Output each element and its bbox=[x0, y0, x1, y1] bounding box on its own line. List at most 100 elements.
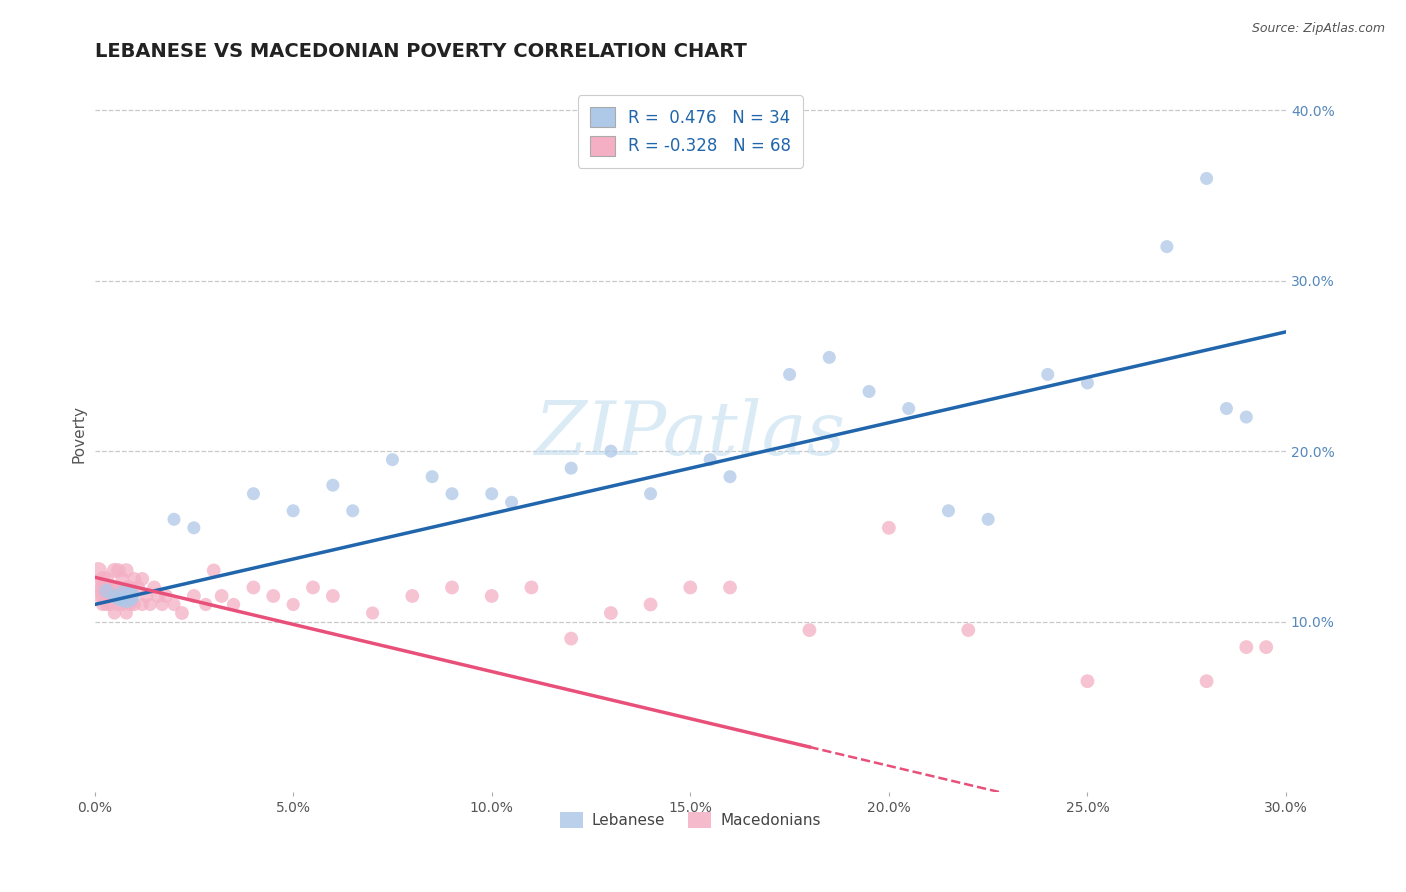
Point bbox=[1076, 376, 1098, 390]
Point bbox=[107, 581, 129, 595]
Point bbox=[143, 581, 166, 595]
Point bbox=[281, 598, 304, 612]
Point bbox=[103, 589, 125, 603]
Point bbox=[977, 512, 1000, 526]
Point bbox=[1156, 239, 1178, 253]
Point bbox=[96, 598, 118, 612]
Text: LEBANESE VS MACEDONIAN POVERTY CORRELATION CHART: LEBANESE VS MACEDONIAN POVERTY CORRELATI… bbox=[94, 42, 747, 61]
Point bbox=[103, 563, 125, 577]
Point bbox=[103, 589, 125, 603]
Point bbox=[120, 581, 142, 595]
Point bbox=[103, 581, 125, 595]
Point bbox=[640, 598, 662, 612]
Point bbox=[560, 632, 582, 646]
Point bbox=[96, 583, 118, 598]
Point bbox=[799, 623, 821, 637]
Point bbox=[957, 623, 980, 637]
Point bbox=[679, 581, 702, 595]
Point bbox=[211, 589, 233, 603]
Text: Source: ZipAtlas.com: Source: ZipAtlas.com bbox=[1251, 22, 1385, 36]
Point bbox=[718, 469, 741, 483]
Point bbox=[107, 563, 129, 577]
Point bbox=[96, 589, 118, 603]
Point bbox=[100, 589, 122, 603]
Point bbox=[115, 589, 138, 603]
Point bbox=[322, 589, 344, 603]
Point bbox=[1215, 401, 1237, 416]
Point bbox=[150, 598, 173, 612]
Point bbox=[877, 521, 900, 535]
Point bbox=[100, 598, 122, 612]
Point bbox=[501, 495, 523, 509]
Point bbox=[599, 444, 621, 458]
Point bbox=[858, 384, 880, 399]
Point bbox=[91, 572, 114, 586]
Point bbox=[818, 351, 841, 365]
Point bbox=[1195, 171, 1218, 186]
Point bbox=[420, 469, 443, 483]
Point bbox=[103, 606, 125, 620]
Point bbox=[115, 581, 138, 595]
Point bbox=[115, 563, 138, 577]
Point bbox=[96, 581, 118, 595]
Point bbox=[262, 589, 284, 603]
Point bbox=[520, 581, 543, 595]
Point bbox=[1234, 640, 1257, 654]
Y-axis label: Poverty: Poverty bbox=[72, 405, 86, 463]
Point bbox=[381, 452, 404, 467]
Point bbox=[560, 461, 582, 475]
Point bbox=[1256, 640, 1278, 654]
Point bbox=[361, 606, 384, 620]
Point bbox=[107, 598, 129, 612]
Point bbox=[124, 598, 146, 612]
Point bbox=[115, 606, 138, 620]
Legend: Lebanese, Macedonians: Lebanese, Macedonians bbox=[554, 806, 827, 834]
Point bbox=[124, 572, 146, 586]
Point bbox=[242, 487, 264, 501]
Point bbox=[120, 598, 142, 612]
Point bbox=[481, 589, 503, 603]
Point bbox=[100, 581, 122, 595]
Point bbox=[96, 572, 118, 586]
Point bbox=[779, 368, 801, 382]
Point bbox=[938, 504, 960, 518]
Point bbox=[135, 589, 157, 603]
Point bbox=[302, 581, 325, 595]
Point bbox=[87, 589, 110, 603]
Point bbox=[120, 589, 142, 603]
Point bbox=[170, 606, 193, 620]
Point bbox=[107, 592, 129, 607]
Point bbox=[91, 581, 114, 595]
Point bbox=[322, 478, 344, 492]
Point bbox=[481, 487, 503, 501]
Point bbox=[1234, 410, 1257, 425]
Point bbox=[194, 598, 217, 612]
Point bbox=[281, 504, 304, 518]
Point bbox=[401, 589, 423, 603]
Point bbox=[111, 572, 134, 586]
Point bbox=[111, 592, 134, 607]
Point bbox=[599, 606, 621, 620]
Point bbox=[1195, 674, 1218, 689]
Point bbox=[163, 598, 186, 612]
Point bbox=[222, 598, 245, 612]
Point bbox=[440, 581, 463, 595]
Point bbox=[1036, 368, 1059, 382]
Point bbox=[440, 487, 463, 501]
Point bbox=[342, 504, 364, 518]
Point bbox=[242, 581, 264, 595]
Point bbox=[127, 581, 149, 595]
Point bbox=[131, 572, 153, 586]
Point bbox=[183, 521, 205, 535]
Point bbox=[699, 452, 721, 467]
Point bbox=[163, 512, 186, 526]
Point bbox=[1076, 674, 1098, 689]
Point bbox=[111, 598, 134, 612]
Point bbox=[897, 401, 920, 416]
Point bbox=[91, 598, 114, 612]
Text: ZIPatlas: ZIPatlas bbox=[534, 398, 846, 470]
Point bbox=[640, 487, 662, 501]
Point bbox=[155, 589, 177, 603]
Point bbox=[91, 589, 114, 603]
Point bbox=[131, 598, 153, 612]
